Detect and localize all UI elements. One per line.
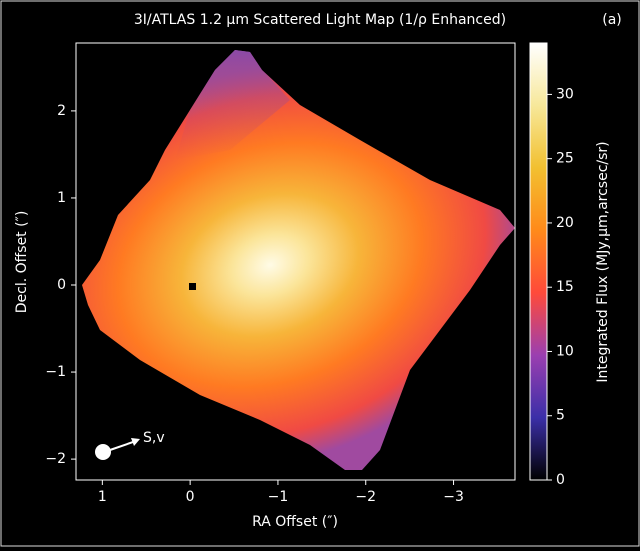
x-tick-label: 1: [98, 489, 107, 505]
panel-label: (a): [602, 12, 622, 28]
map-image: [82, 50, 515, 470]
colorbar-label: Integrated Flux (MJy,μm,arcsec/sr): [595, 141, 611, 382]
direction-marker: [95, 438, 140, 460]
y-tick-label: 2: [57, 103, 66, 119]
y-axis-label: Decl. Offset (″): [14, 211, 30, 314]
colorbar: [529, 42, 548, 481]
x-tick-label: −1: [268, 489, 289, 505]
x-tick-label: −2: [355, 489, 376, 505]
annotation: S,v: [143, 430, 165, 446]
y-tick-label: 0: [57, 277, 66, 293]
y-tick-label: −2: [45, 451, 66, 467]
colorbar-tick-label: 25: [556, 151, 574, 167]
colorbar-tick-label: 0: [556, 472, 565, 488]
y-tick-label: −1: [45, 364, 66, 380]
x-axis-label: RA Offset (″): [252, 514, 338, 530]
axes-frame: [75, 42, 516, 481]
x-tick-label: −3: [443, 489, 464, 505]
colorbar-tick-label: 10: [556, 343, 574, 359]
colorbar-tick-label: 15: [556, 279, 574, 295]
x-tick-label: 0: [186, 489, 195, 505]
colorbar-tick-label: 20: [556, 215, 574, 231]
colorbar-tick-label: 5: [556, 408, 565, 424]
y-tick-label: 1: [57, 190, 66, 206]
chart-title: 3I/ATLAS 1.2 μm Scattered Light Map (1/ρ…: [134, 12, 506, 28]
colorbar-tick-label: 30: [556, 86, 574, 102]
